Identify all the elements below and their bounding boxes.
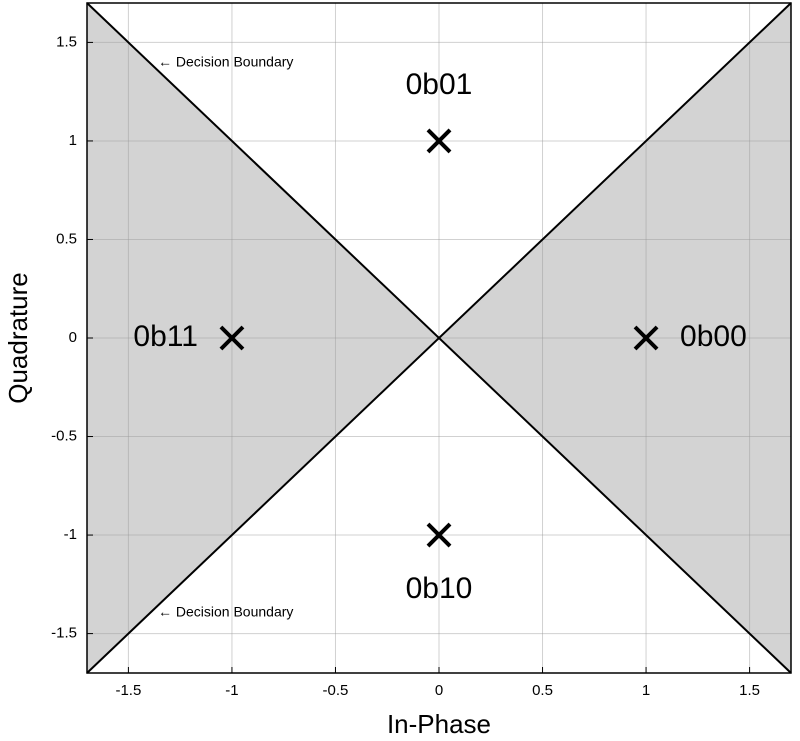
annotation: ← Decision Boundary: [158, 54, 293, 70]
x-tick-label: 1: [642, 682, 650, 699]
y-tick-label: 1: [69, 132, 77, 149]
point-marker: [633, 325, 659, 351]
point-marker: [426, 522, 452, 548]
decision-region: [439, 3, 791, 673]
y-axis-label: Quadrature: [3, 272, 33, 404]
point-label: 0b11: [133, 320, 198, 353]
x-tick-label: 0.5: [532, 682, 553, 699]
decision-region: [87, 3, 439, 673]
y-tick-label: 0: [69, 329, 77, 346]
plot-frame: [86, 2, 792, 674]
decision-boundary: [86, 2, 792, 674]
point-label: 0b01: [406, 68, 473, 101]
y-tick-label: 0.5: [56, 230, 77, 247]
y-tick-label: -1.5: [51, 625, 77, 642]
x-tick-label: 1.5: [739, 682, 760, 699]
point-label: 0b00: [680, 320, 747, 353]
point-marker: [426, 128, 452, 154]
annotation: ← Decision Boundary: [158, 604, 293, 620]
x-tick-label: -1: [225, 682, 238, 699]
x-tick-label: -1.5: [115, 682, 141, 699]
y-tick-label: -1: [64, 526, 77, 543]
x-tick-label: 0: [435, 682, 443, 699]
y-tick-label: -0.5: [51, 427, 77, 444]
y-tick-label: 1.5: [56, 33, 77, 50]
x-tick-label: -0.5: [323, 682, 349, 699]
point-label: 0b10: [406, 572, 473, 605]
x-axis-label: In-Phase: [387, 709, 491, 739]
point-marker: [219, 325, 245, 351]
